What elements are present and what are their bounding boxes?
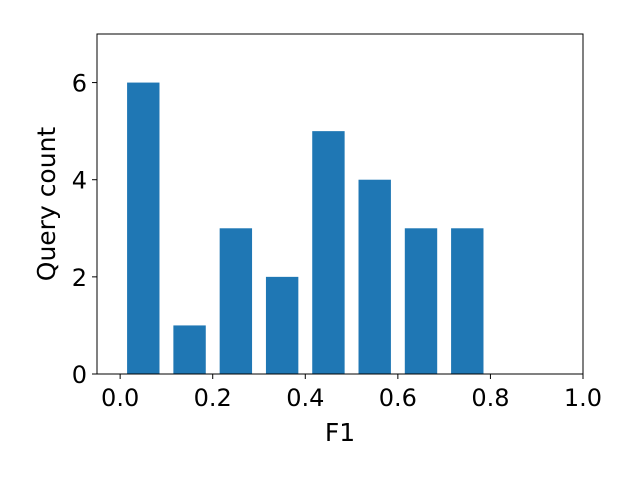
- bar: [127, 82, 160, 375]
- x-tick-label: 1.0: [564, 384, 602, 412]
- x-tick-label: 0.6: [379, 384, 417, 412]
- x-tick-label: 0.4: [286, 384, 324, 412]
- y-axis-ticks: 0 2 4 6: [72, 70, 97, 389]
- y-tick-label: 2: [72, 264, 87, 292]
- bars-group: [127, 82, 484, 375]
- x-tick-label: 0.8: [471, 384, 509, 412]
- bar: [451, 228, 484, 374]
- bar: [404, 228, 438, 374]
- bar: [358, 179, 391, 374]
- y-tick-label: 4: [72, 167, 87, 195]
- x-tick-label: 0.0: [101, 384, 139, 412]
- y-axis-label: Query count: [32, 127, 61, 282]
- x-axis-ticks: 0.0 0.2 0.4 0.6 0.8 1.0: [101, 374, 602, 412]
- bar: [312, 131, 345, 374]
- plot-frame: [96, 33, 584, 375]
- y-tick-label: 6: [72, 70, 87, 98]
- bar: [265, 276, 299, 374]
- x-tick-label: 0.2: [194, 384, 232, 412]
- bar: [219, 228, 253, 374]
- x-axis-label: F1: [325, 418, 355, 447]
- bar: [173, 325, 206, 374]
- y-tick-label: 0: [72, 361, 87, 389]
